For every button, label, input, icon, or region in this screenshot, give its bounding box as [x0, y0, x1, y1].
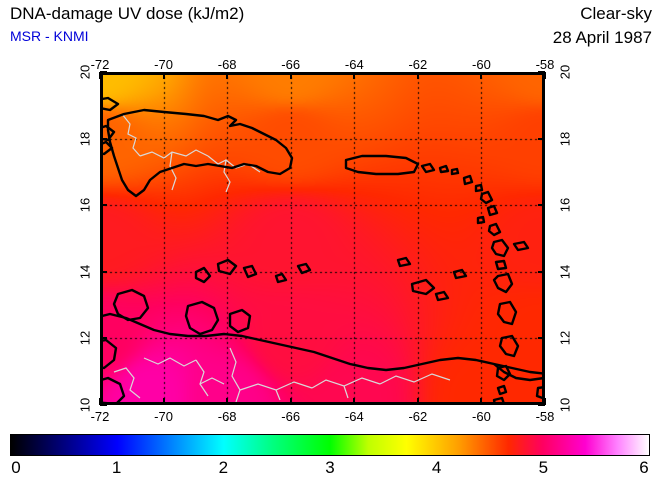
- axis-tick-label-right: 12: [557, 331, 573, 346]
- axis-tick-mark-bottom: [416, 398, 419, 405]
- axis-tick-mark-top: [544, 72, 546, 79]
- axis-tick-mark-top: [99, 72, 101, 79]
- uv-dose-field: [100, 72, 545, 405]
- axis-tick-label-bottom: -58: [535, 409, 555, 424]
- axis-tick-label-left: 14: [77, 264, 93, 280]
- axis-tick-mark-top: [416, 72, 419, 79]
- axis-tick-label-bottom: -66: [281, 409, 301, 424]
- colorbar-tick-label: 6: [639, 458, 649, 477]
- axis-tick-mark-top: [226, 72, 229, 79]
- axis-tick-label-left: 16: [77, 197, 93, 213]
- axis-tick-mark-bottom: [162, 398, 165, 405]
- colorbar-tick-label: 4: [431, 458, 442, 477]
- axis-tick-label-bottom: -72: [90, 409, 110, 424]
- axis-tick-mark-left: [100, 71, 107, 73]
- colorbar-tick-label: 2: [218, 458, 229, 477]
- axis-tick-label-bottom: -70: [154, 409, 173, 424]
- colorbar-tick-label: 5: [538, 458, 549, 477]
- axis-tick-label-right: 20: [557, 64, 573, 80]
- coastline-overlay: [100, 96, 545, 405]
- axis-tick-label-top: -70: [154, 57, 173, 72]
- axis-tick-mark-left: [100, 270, 107, 273]
- axis-tick-mark-bottom: [289, 398, 292, 405]
- institution-label: MSR - KNMI: [10, 28, 89, 44]
- axis-tick-mark-top: [162, 72, 165, 79]
- colorbar-tick-label: 1: [111, 458, 122, 477]
- axis-tick-label-bottom: -62: [408, 409, 428, 424]
- coastlines: [100, 96, 545, 405]
- axis-tick-label-top: -72: [90, 57, 110, 72]
- axis-tick-mark-right: [538, 71, 545, 73]
- administrative-borders: [113, 113, 451, 403]
- axis-tick-label-right: 14: [557, 264, 573, 280]
- axis-tick-mark-top: [480, 72, 483, 79]
- page-title: DNA-damage UV dose (kJ/m2): [10, 4, 245, 23]
- axis-tick-mark-left: [100, 337, 107, 340]
- axis-tick-label-top: -58: [535, 57, 555, 72]
- axis-tick-mark-bottom: [480, 398, 483, 405]
- axis-tick-label-left: 12: [77, 331, 93, 346]
- colorbar-tick-label: 0: [11, 458, 21, 477]
- sky-condition-label: Clear-sky: [580, 4, 652, 23]
- axis-tick-mark-top: [353, 72, 356, 79]
- axis-tick-label-top: -64: [344, 57, 364, 72]
- colorbar: [10, 434, 650, 456]
- axis-tick-label-top: -68: [217, 57, 237, 72]
- axis-tick-mark-right: [538, 270, 545, 273]
- axis-tick-mark-bottom: [226, 398, 229, 405]
- map-plot: [100, 72, 545, 405]
- axis-tick-mark-left: [100, 137, 107, 140]
- axis-tick-label-top: -60: [472, 57, 491, 72]
- colorbar-tick-label: 3: [325, 458, 335, 477]
- axis-tick-mark-bottom: [353, 398, 356, 405]
- axis-tick-label-bottom: -60: [472, 409, 491, 424]
- axis-tick-mark-top: [289, 72, 292, 79]
- axis-tick-label-right: 10: [557, 397, 573, 413]
- axis-tick-label-bottom: -68: [217, 409, 237, 424]
- axis-tick-label-left: 10: [77, 397, 93, 413]
- axis-tick-label-bottom: -64: [344, 409, 364, 424]
- date-label: 28 April 1987: [552, 28, 652, 47]
- axis-tick-mark-bottom: [544, 398, 546, 405]
- axis-tick-mark-right: [538, 204, 545, 207]
- axis-tick-label-left: 20: [77, 64, 93, 80]
- axis-tick-mark-left: [100, 404, 107, 406]
- axis-tick-mark-left: [100, 204, 107, 207]
- axis-tick-mark-right: [538, 404, 545, 406]
- axis-tick-mark-right: [538, 337, 545, 340]
- axis-tick-label-top: -62: [408, 57, 428, 72]
- axis-tick-label-right: 16: [557, 197, 573, 213]
- axis-tick-label-left: 18: [77, 131, 93, 146]
- axis-tick-mark-right: [538, 137, 545, 140]
- axis-tick-label-top: -66: [281, 57, 301, 72]
- axis-tick-label-right: 18: [557, 131, 573, 146]
